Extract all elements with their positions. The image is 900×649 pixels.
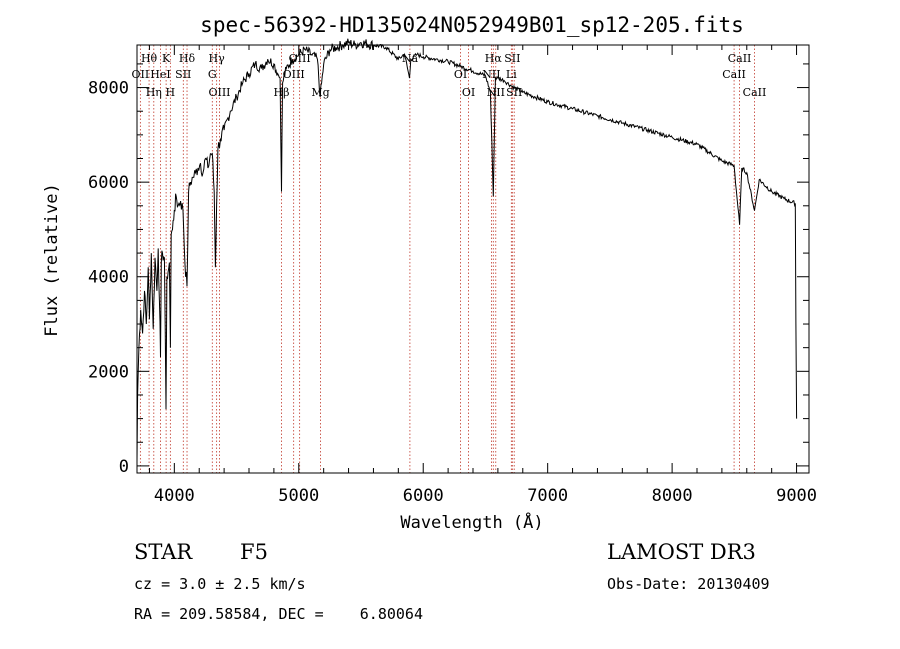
observation-date: Obs-Date: 20130409 [607, 575, 770, 593]
x-tick-label-5: 9000 [776, 486, 817, 506]
spectrum-line [136, 38, 798, 462]
line-label-2: Hη [146, 86, 162, 99]
object-type: STAR [134, 540, 193, 564]
x-axis-ticks: 4000 5000 6000 7000 8000 9000 [148, 45, 817, 506]
object-subclass: F5 [240, 540, 268, 564]
line-label-1: OII [132, 68, 150, 81]
line-label-7: SII [175, 68, 191, 81]
chart-title: spec-56392-HD135024N052949B01_sp12-205.f… [200, 13, 744, 37]
spectral-line-labels: HθOIIHηKHeIHHδSIIOIIIHγGHβOIIIOIIIMgNaOI… [132, 52, 767, 99]
line-label-5: H [166, 86, 176, 99]
y-tick-label-3: 6000 [88, 173, 129, 193]
line-label-4: HeI [150, 68, 170, 81]
line-label-20: NII [487, 86, 505, 99]
line-label-13: OIII [283, 68, 305, 81]
line-label-17: OI [462, 86, 475, 99]
y-tick-label-4: 8000 [88, 79, 129, 99]
y-tick-label-2: 4000 [88, 268, 129, 288]
x-axis-label: Wavelength (Å) [400, 511, 543, 533]
y-axis-ticks: 0 2000 4000 6000 8000 [88, 63, 809, 477]
line-label-24: CaII [728, 52, 752, 65]
line-label-6: Hδ [179, 52, 196, 65]
line-label-9: Hγ [209, 52, 226, 65]
x-tick-label-2: 6000 [403, 486, 444, 506]
line-label-8: OIII [208, 86, 230, 99]
line-label-26: CaII [743, 86, 767, 99]
x-tick-label-1: 5000 [278, 486, 319, 506]
x-tick-label-0: 4000 [154, 486, 195, 506]
line-label-21: SII [504, 52, 520, 65]
x-tick-label-4: 8000 [652, 486, 693, 506]
x-tick-label-3: 7000 [527, 486, 568, 506]
line-label-23: SII [506, 86, 522, 99]
redshift-cz: cz = 3.0 ± 2.5 km/s [134, 575, 306, 593]
line-label-18: Hα [485, 52, 503, 65]
coordinates: RA = 209.58584, DEC = 6.80064 [134, 605, 423, 623]
line-label-16: OI [454, 68, 467, 81]
line-label-10: G [208, 68, 217, 81]
line-label-11: Hβ [274, 86, 290, 99]
y-tick-label-0: 0 [119, 457, 129, 477]
line-label-22: Li [506, 68, 517, 81]
line-label-3: K [162, 52, 171, 65]
y-tick-label-1: 2000 [88, 362, 129, 382]
survey-name: LAMOST DR3 [607, 540, 756, 564]
line-label-19: NII [482, 68, 500, 81]
line-label-25: CaII [722, 68, 746, 81]
plot-frame [136, 44, 810, 474]
y-axis-label: Flux (relative) [42, 183, 62, 337]
line-label-0: Hθ [141, 52, 158, 65]
